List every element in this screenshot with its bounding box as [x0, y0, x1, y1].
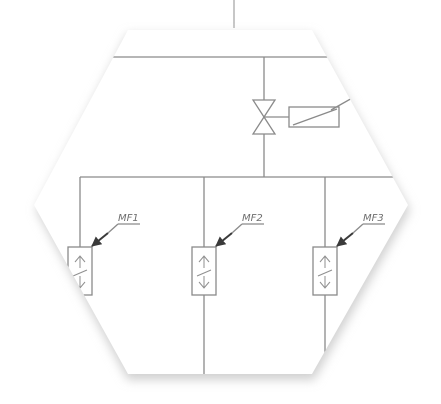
feeder-2: MF2 [191, 177, 264, 374]
feeder-label: MF2 [242, 213, 263, 224]
leader-arrow [91, 232, 109, 247]
leader-arrow [215, 232, 233, 247]
feeder-label: MF3 [363, 213, 384, 224]
actuator-icon [288, 106, 340, 128]
leader-arrow [336, 232, 354, 247]
feeder-label: MF1 [118, 213, 139, 224]
hexagon-frame [34, 30, 408, 374]
